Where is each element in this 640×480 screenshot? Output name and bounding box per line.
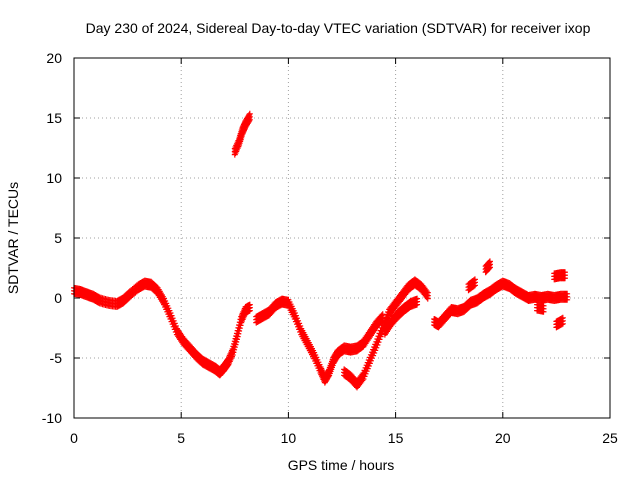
x-tick-label-2: 10 (281, 430, 297, 446)
data-point-0-0-485 (237, 322, 244, 329)
data-point-0-0-476 (235, 330, 242, 337)
x-tick-label-5: 25 (602, 430, 618, 446)
x-tick-label-0: 0 (70, 430, 78, 446)
data-point-0-8-20 (540, 308, 547, 315)
data-point-0-0-524 (246, 307, 253, 314)
y-tick-label-6: 20 (46, 50, 62, 66)
tick-labels: 0 5 10 15 20 25 -10 -5 0 5 10 15 20 (42, 50, 618, 446)
data-point-0-0-482 (236, 325, 243, 332)
data-point-0-3-104 (377, 333, 384, 340)
y-tick-label-0: -10 (42, 410, 62, 426)
y-axis-label: SDTVAR / TECUs (5, 182, 21, 294)
data-point-0-6-17 (470, 283, 477, 290)
data-point-0-2-215 (325, 373, 332, 380)
data-point-0-7-20 (486, 264, 493, 271)
data-point-0-9-38 (561, 275, 568, 282)
data-point-0-3-107 (378, 330, 385, 337)
y-tick-label-3: 5 (54, 230, 62, 246)
data-point-0-5-380 (564, 296, 571, 303)
axis-ticks (73, 57, 611, 419)
data-point-0-3-236 (424, 295, 431, 302)
y-tick-label-5: 15 (46, 110, 62, 126)
x-tick-label-4: 20 (495, 430, 511, 446)
chart-title: Day 230 of 2024, Sidereal Day-to-day VTE… (86, 20, 591, 36)
grid-lines (74, 58, 610, 418)
data-point-0-3-92 (373, 344, 380, 351)
data-points (71, 110, 571, 391)
x-tick-label-3: 15 (388, 430, 404, 446)
data-point-0-1-71 (246, 118, 253, 124)
data-point-0-0-479 (236, 328, 243, 334)
data-point-0-1-74 (246, 116, 253, 123)
y-tick-label-1: -5 (50, 350, 63, 366)
data-point-0-7-17 (486, 265, 493, 272)
x-tick-label-1: 5 (177, 430, 185, 446)
data-point-0-3-101 (376, 336, 383, 343)
x-axis-label: GPS time / hours (288, 457, 395, 473)
y-tick-label-4: 10 (46, 170, 62, 186)
data-point-0-0-473 (234, 333, 241, 340)
data-point-0-10-20 (559, 320, 566, 327)
data-point-0-3-95 (374, 342, 381, 348)
data-point-0-6-20 (471, 282, 478, 289)
data-point-0-4-92 (414, 301, 421, 308)
data-point-0-3-98 (375, 339, 382, 346)
y-tick-label-2: 0 (54, 290, 62, 306)
data-point-0-0-470 (233, 336, 240, 343)
